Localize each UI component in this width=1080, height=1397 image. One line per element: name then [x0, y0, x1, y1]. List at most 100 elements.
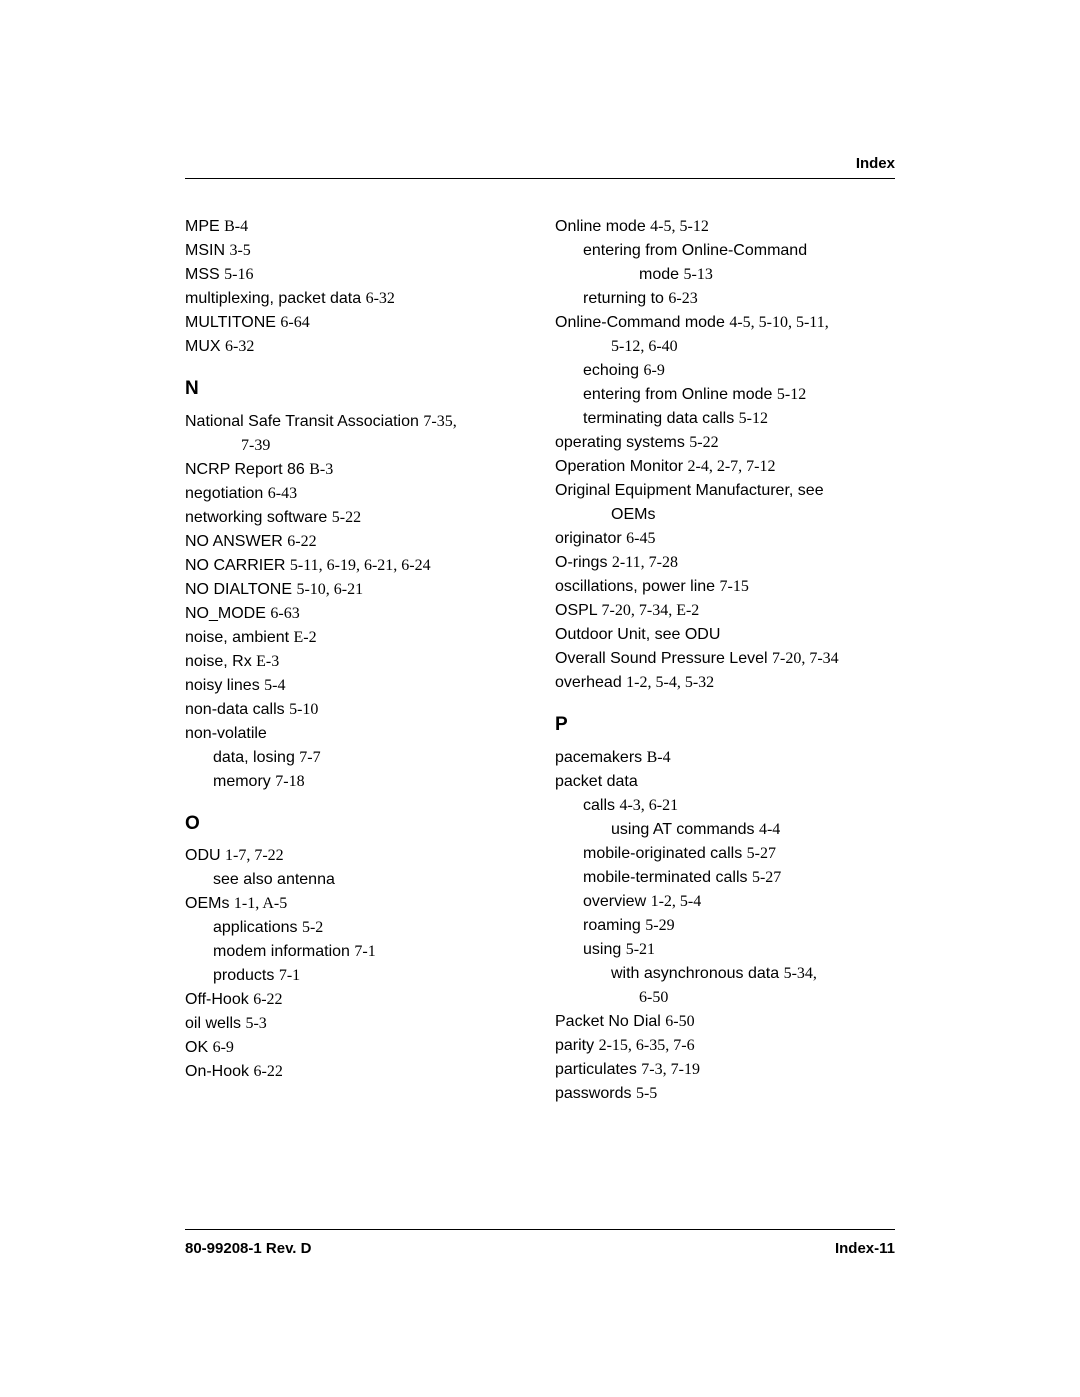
- entry-pages: 1-2, 5-4, 5-32: [626, 674, 714, 691]
- entry-term: echoing: [583, 362, 639, 379]
- entry-pages: 5-2: [302, 919, 323, 936]
- entry-term: mode: [639, 266, 679, 283]
- entry-term: oscillations, power line: [555, 578, 715, 595]
- index-entry: NCRP Report 86 B-3: [185, 458, 525, 482]
- index-entry: National Safe Transit Association 7-35,: [185, 410, 525, 434]
- entry-pages: 7-15: [720, 578, 749, 595]
- entry-pages: B-4: [647, 749, 671, 766]
- entry-term: entering from Online-Command: [583, 242, 807, 259]
- index-entry: returning to 6-23: [555, 287, 895, 311]
- entry-term: NCRP Report 86: [185, 461, 305, 478]
- entry-term: On-Hook: [185, 1063, 249, 1080]
- entry-pages: 3-5: [229, 242, 250, 259]
- index-entry: calls 4-3, 6-21: [555, 794, 895, 818]
- entry-pages: 7-1: [279, 967, 300, 984]
- entry-term: noise, ambient: [185, 629, 289, 646]
- entry-pages: 5-10, 6-21: [296, 581, 363, 598]
- entry-term: Operation Monitor: [555, 458, 683, 475]
- entry-term: originator: [555, 530, 622, 547]
- index-entry: applications 5-2: [185, 916, 525, 940]
- index-entry: particulates 7-3, 7-19: [555, 1058, 895, 1082]
- entry-term: Off-Hook: [185, 991, 249, 1008]
- entry-pages: 4-5, 5-10, 5-11,: [729, 314, 828, 331]
- index-entry: pacemakers B-4: [555, 746, 895, 770]
- entry-pages: 6-43: [268, 485, 297, 502]
- index-entry: overhead 1-2, 5-4, 5-32: [555, 671, 895, 695]
- index-entry: multiplexing, packet data 6-32: [185, 287, 525, 311]
- entry-term: terminating data calls: [583, 410, 734, 427]
- entry-term: multiplexing, packet data: [185, 290, 361, 307]
- entry-term: modem information: [213, 943, 350, 960]
- entry-pages: 5-22: [332, 509, 361, 526]
- index-entry: Overall Sound Pressure Level 7-20, 7-34: [555, 647, 895, 671]
- entry-pages: 5-27: [747, 845, 776, 862]
- entry-term: OEMs: [185, 895, 229, 912]
- index-entry: ODU 1-7, 7-22: [185, 844, 525, 868]
- entry-term: Packet No Dial: [555, 1013, 661, 1030]
- entry-pages: 5-12: [777, 386, 806, 403]
- entry-term: see also antenna: [213, 871, 335, 888]
- index-entry: using AT commands 4-4: [555, 818, 895, 842]
- footer-page-num: Index-11: [835, 1240, 895, 1257]
- entry-term: MPE: [185, 218, 220, 235]
- entry-pages: 2-4, 2-7, 7-12: [688, 458, 776, 475]
- entry-pages: 6-63: [270, 605, 299, 622]
- index-entry: Operation Monitor 2-4, 2-7, 7-12: [555, 455, 895, 479]
- index-entry: oil wells 5-3: [185, 1012, 525, 1036]
- index-entry: Online mode 4-5, 5-12: [555, 215, 895, 239]
- entry-pages: 7-18: [275, 773, 304, 790]
- index-entry: terminating data calls 5-12: [555, 407, 895, 431]
- index-entry: mode 5-13: [555, 263, 895, 287]
- entry-pages: 6-32: [225, 338, 254, 355]
- entry-pages: 5-4: [264, 677, 285, 694]
- index-entry: 6-50: [555, 986, 895, 1010]
- entry-term: mobile-terminated calls: [583, 869, 748, 886]
- index-entry: negotiation 6-43: [185, 482, 525, 506]
- index-entry: MUX 6-32: [185, 335, 525, 359]
- index-entry: roaming 5-29: [555, 914, 895, 938]
- footer-doc-id: 80-99208-1 Rev. D: [185, 1240, 311, 1257]
- index-entry: using 5-21: [555, 938, 895, 962]
- entry-pages: 5-3: [245, 1015, 266, 1032]
- entry-pages: 7-1: [354, 943, 375, 960]
- entry-pages: 4-5, 5-12: [650, 218, 709, 235]
- index-entry: parity 2-15, 6-35, 7-6: [555, 1034, 895, 1058]
- rule-bottom: [185, 1229, 895, 1230]
- index-entry: operating systems 5-22: [555, 431, 895, 455]
- entry-pages: 1-2, 5-4: [651, 893, 702, 910]
- entry-pages: 6-22: [287, 533, 316, 550]
- entry-pages: 6-45: [626, 530, 655, 547]
- entry-pages: 5-27: [752, 869, 781, 886]
- entry-pages: 2-11, 7-28: [612, 554, 678, 571]
- index-entry: OEMs 1-1, A-5: [185, 892, 525, 916]
- section-heading: O: [185, 810, 525, 839]
- index-entry: mobile-originated calls 5-27: [555, 842, 895, 866]
- entry-pages: E-2: [294, 629, 317, 646]
- entry-term: noise, Rx: [185, 653, 252, 670]
- entry-term: Online-Command mode: [555, 314, 725, 331]
- index-entry: modem information 7-1: [185, 940, 525, 964]
- index-entry: MPE B-4: [185, 215, 525, 239]
- entry-term: entering from Online mode: [583, 386, 772, 403]
- entry-term: returning to: [583, 290, 664, 307]
- index-entry: networking software 5-22: [185, 506, 525, 530]
- entry-term: networking software: [185, 509, 327, 526]
- entry-pages: 6-9: [644, 362, 665, 379]
- index-columns: MPE B-4MSIN 3-5MSS 5-16multiplexing, pac…: [185, 215, 895, 1106]
- entry-term: non-data calls: [185, 701, 285, 718]
- entry-pages: 5-12: [739, 410, 768, 427]
- entry-term: products: [213, 967, 274, 984]
- entry-pages: 5-5: [636, 1085, 657, 1102]
- entry-term: NO DIALTONE: [185, 581, 292, 598]
- entry-pages: 7-7: [299, 749, 320, 766]
- index-entry: MSS 5-16: [185, 263, 525, 287]
- index-entry: noise, ambient E-2: [185, 626, 525, 650]
- entry-term: OK: [185, 1039, 208, 1056]
- entry-pages: 6-22: [253, 1063, 282, 1080]
- entry-pages: 7-20, 7-34: [772, 650, 839, 667]
- entry-pages: 7-39: [241, 437, 270, 454]
- entry-pages: 4-4: [759, 821, 780, 838]
- entry-term: with asynchronous data: [611, 965, 779, 982]
- entry-pages: 6-32: [366, 290, 395, 307]
- index-entry: OEMs: [555, 503, 895, 527]
